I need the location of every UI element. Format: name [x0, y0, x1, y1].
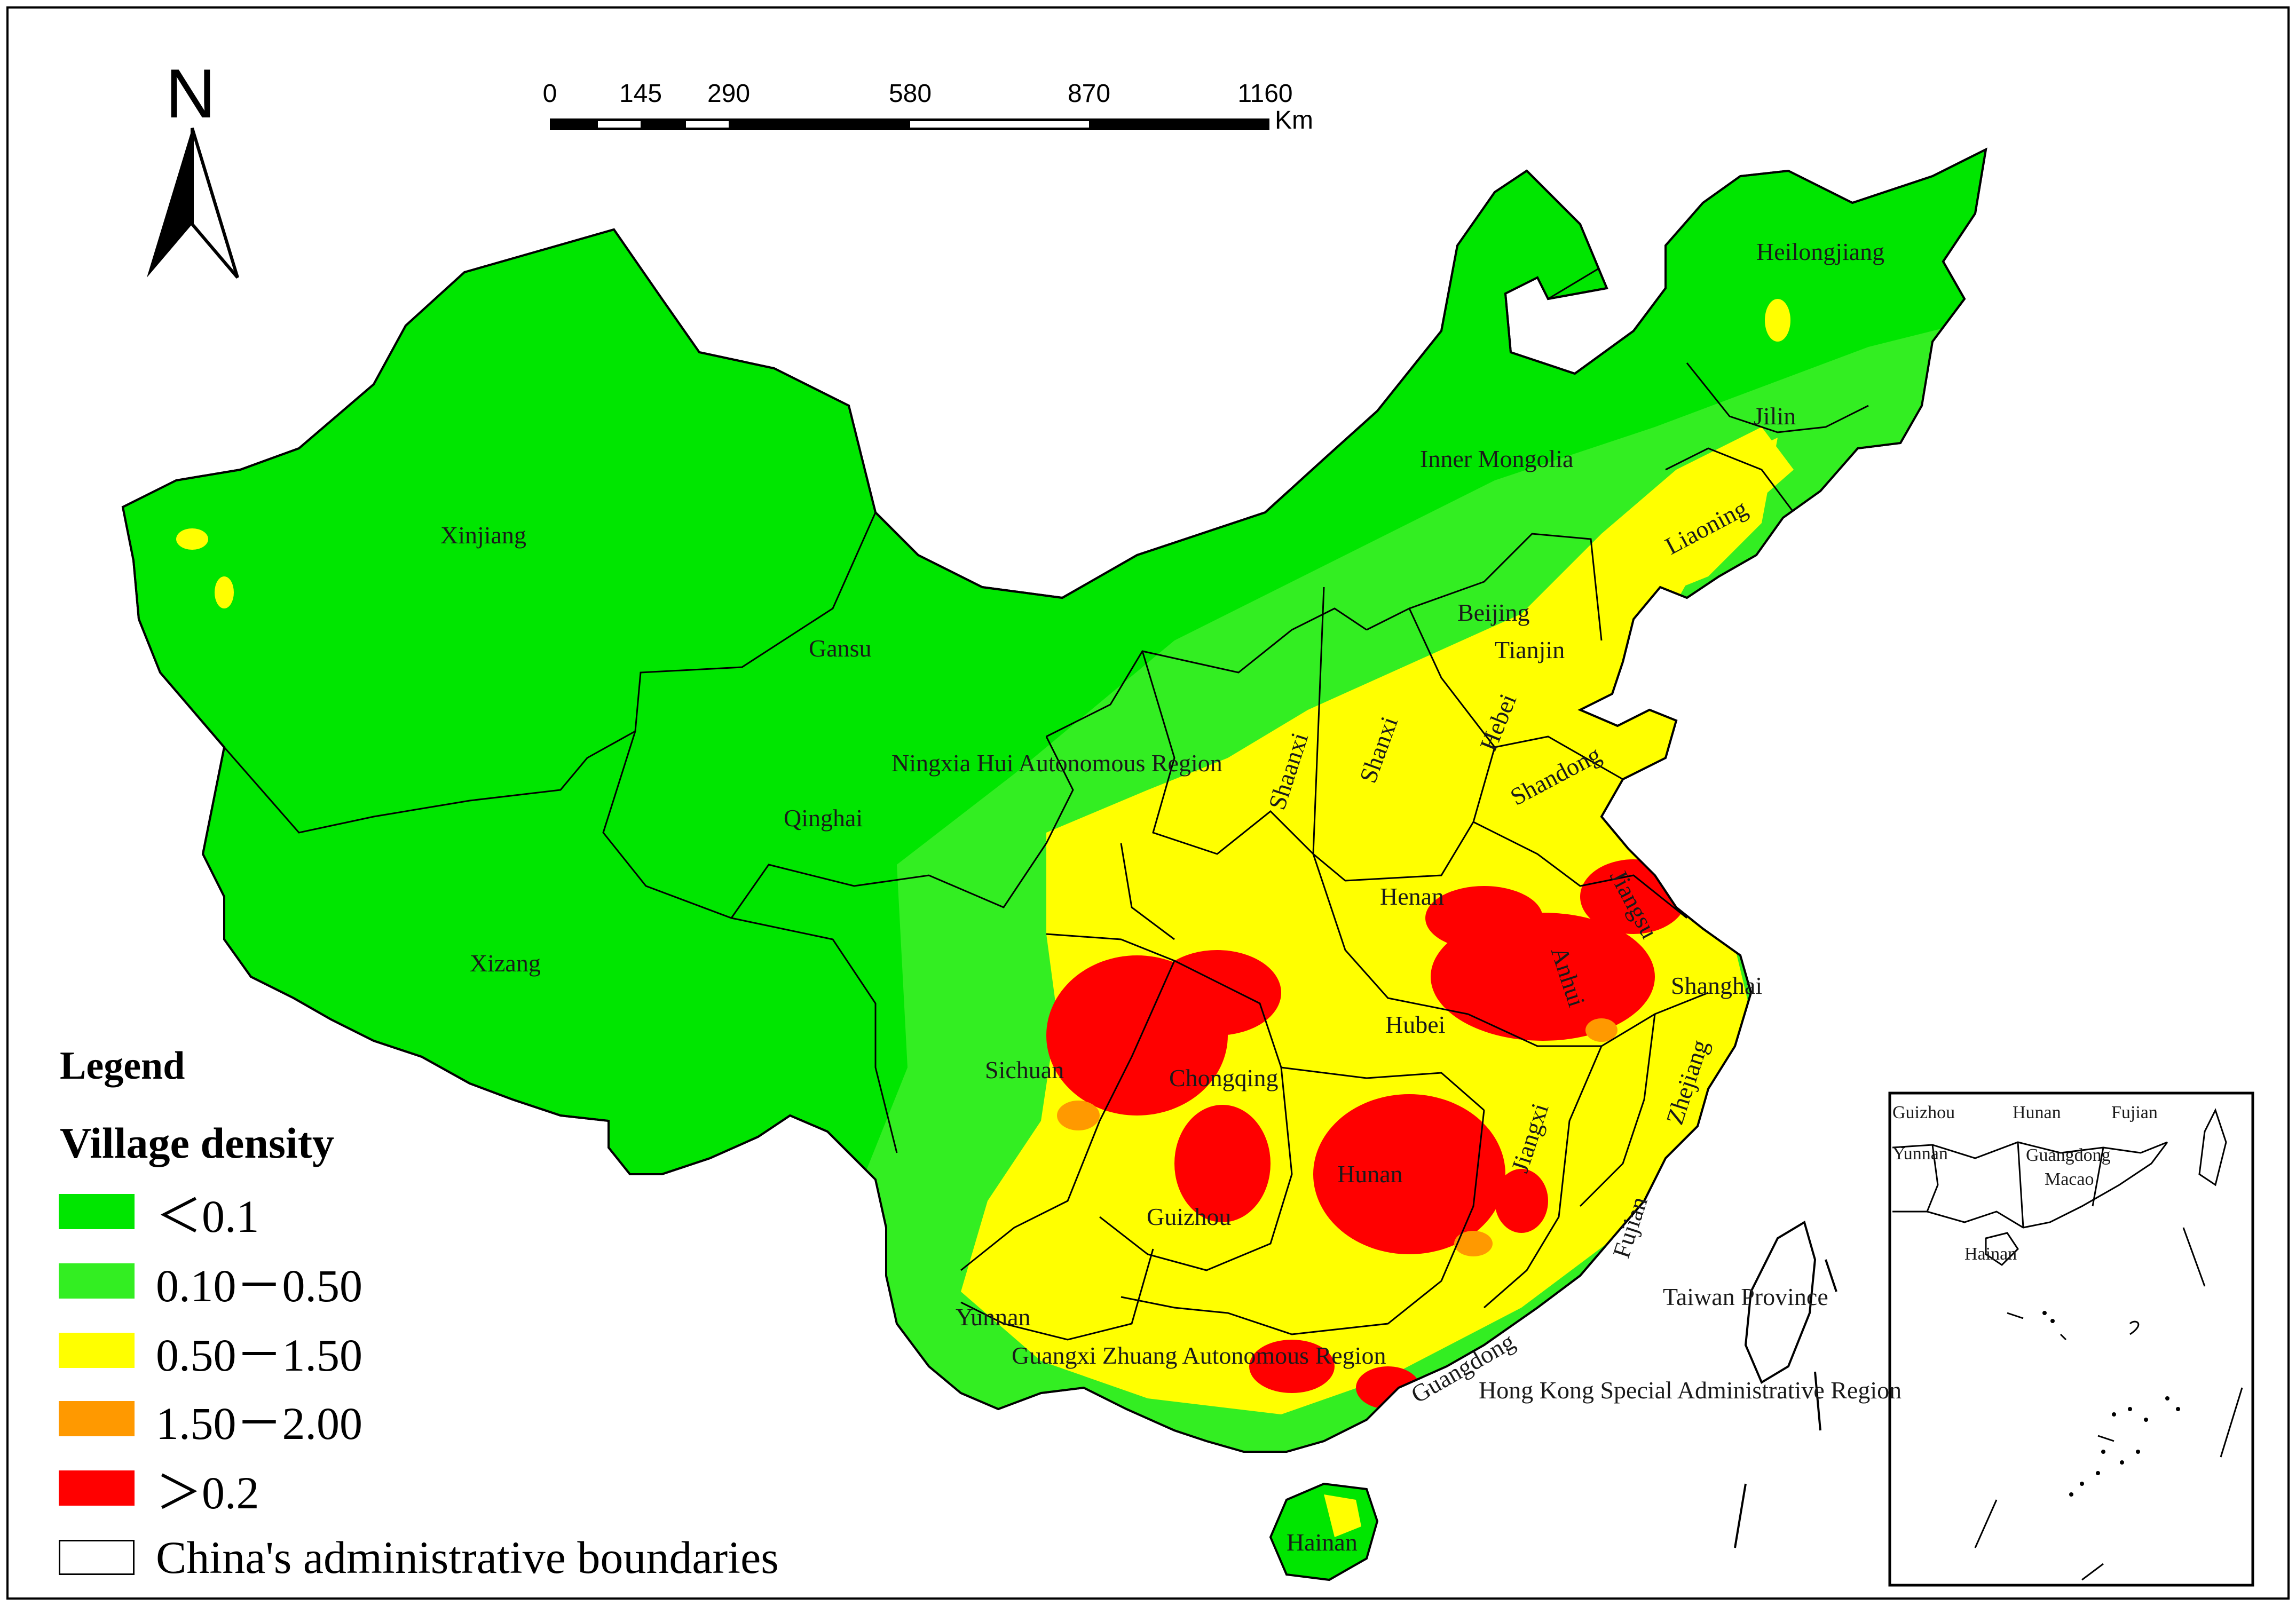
label-heilongjiang: Heilongjiang	[1756, 238, 1884, 265]
legend-label: 0.10－0.50	[156, 1260, 362, 1311]
label-henan: Henan	[1380, 883, 1444, 910]
scale-tick-870: 870	[1067, 80, 1111, 108]
inset-label-hainan: Hainan	[1964, 1244, 2017, 1264]
label-qinghai: Qinghai	[784, 804, 863, 832]
label-gansu: Gansu	[809, 635, 872, 662]
legend-swatch	[59, 1401, 135, 1436]
legend-swatch	[59, 1263, 135, 1299]
hotspot-hunan	[1313, 1094, 1505, 1254]
legend-item-lowest: ＜0.1	[59, 1188, 259, 1242]
label-xizang: Xizang	[470, 950, 541, 977]
label-hunan: Hunan	[1337, 1160, 1403, 1188]
scale-tick-580: 580	[888, 80, 932, 108]
inset-label-guizhou: Guizhou	[1892, 1103, 1955, 1122]
scale-tick-0: 0	[542, 80, 557, 108]
hotspot-henan-south	[1425, 886, 1543, 950]
legend-label: ＜0.1	[156, 1190, 259, 1242]
label-hainan: Hainan	[1287, 1529, 1358, 1556]
label-tianjin: Tianjin	[1495, 636, 1565, 663]
legend-swatch	[59, 1194, 135, 1229]
taiwan-island	[1744, 1220, 1817, 1384]
west-patch-2	[215, 576, 234, 608]
hotspot-jiangxi	[1495, 1169, 1548, 1233]
scale-unit: Km	[1275, 106, 1313, 135]
south-sea-marks	[1734, 1259, 1837, 1548]
inset-label-hunan: Hunan	[2013, 1103, 2061, 1122]
label-beijing: Beijing	[1457, 599, 1529, 626]
west-patch-3	[1765, 299, 1790, 342]
label-ningxia: Ningxia Hui Autonomous Region	[891, 749, 1222, 777]
transition-patch-1	[1057, 1101, 1100, 1130]
inset-label-guangdong: Guangdong	[2026, 1145, 2111, 1165]
inset-label-fujian: Fujian	[2111, 1103, 2158, 1122]
label-guangxi: Guangxi Zhuang Autonomous Region	[1012, 1342, 1386, 1369]
density-zone-medium	[961, 427, 1794, 1414]
label-hubei: Hubei	[1385, 1011, 1445, 1038]
legend-swatch	[59, 1333, 135, 1368]
label-hong-kong: Hong Kong Special Administrative Region	[1479, 1376, 1902, 1404]
legend-item-medium: 0.50－1.50	[59, 1326, 362, 1381]
legend-label: 1.50－2.00	[156, 1397, 362, 1449]
legend-item-low: 0.10－0.50	[59, 1257, 362, 1311]
label-shanghai: Shanghai	[1671, 972, 1762, 999]
north-arrow-label: N	[165, 54, 216, 132]
transition-patch-2	[1454, 1231, 1493, 1256]
label-inner-mongolia: Inner Mongolia	[1420, 445, 1573, 472]
transition-patch-3	[1585, 1018, 1618, 1042]
label-chongqing: Chongqing	[1169, 1064, 1278, 1091]
legend-label: 0.50－1.50	[156, 1329, 362, 1381]
legend-title: Legend	[60, 1044, 185, 1088]
label-xinjiang: Xinjiang	[440, 521, 526, 549]
legend-item-highest: ＞0.2	[59, 1464, 259, 1518]
hotspot-guangxi	[1249, 1340, 1335, 1393]
hotspot-guizhou	[1174, 1105, 1271, 1222]
scale-tick-290: 290	[707, 80, 751, 108]
legend-swatch	[59, 1470, 135, 1506]
legend-item-boundaries: China's administrative boundaries	[59, 1532, 779, 1583]
legend-label: ＞0.2	[156, 1467, 259, 1518]
density-zone-northeast	[1644, 438, 1778, 598]
hotspot-chongqing	[1153, 950, 1281, 1035]
label-sichuan: Sichuan	[985, 1056, 1064, 1083]
label-taiwan: Taiwan Province	[1663, 1283, 1828, 1310]
label-guizhou: Guizhou	[1147, 1203, 1231, 1230]
west-patch-1	[176, 528, 208, 550]
hainan-yellow-patch	[1324, 1494, 1361, 1537]
north-arrow	[147, 128, 239, 279]
label-jilin: Jilin	[1754, 402, 1796, 430]
scale-tick-145: 145	[619, 80, 662, 108]
legend-swatch	[59, 1540, 135, 1575]
inset-label-yunnan: Yunnan	[1892, 1144, 1948, 1164]
legend-item-high: 1.50－2.00	[59, 1395, 362, 1449]
scale-bar	[550, 118, 1269, 130]
south-china-sea-inset	[1888, 1091, 2254, 1587]
inset-labels: Guizhou Hunan Fujian Yunnan Guangdong Ma…	[1892, 1103, 2158, 1264]
province-boundaries	[223, 244, 1869, 1341]
label-yunnan: Yunnan	[956, 1303, 1031, 1331]
legend-subtitle: Village density	[60, 1119, 335, 1167]
legend-label: China's administrative boundaries	[156, 1532, 779, 1583]
inset-label-macao: Macao	[2045, 1169, 2094, 1189]
scale-tick-1160: 1160	[1237, 80, 1293, 108]
